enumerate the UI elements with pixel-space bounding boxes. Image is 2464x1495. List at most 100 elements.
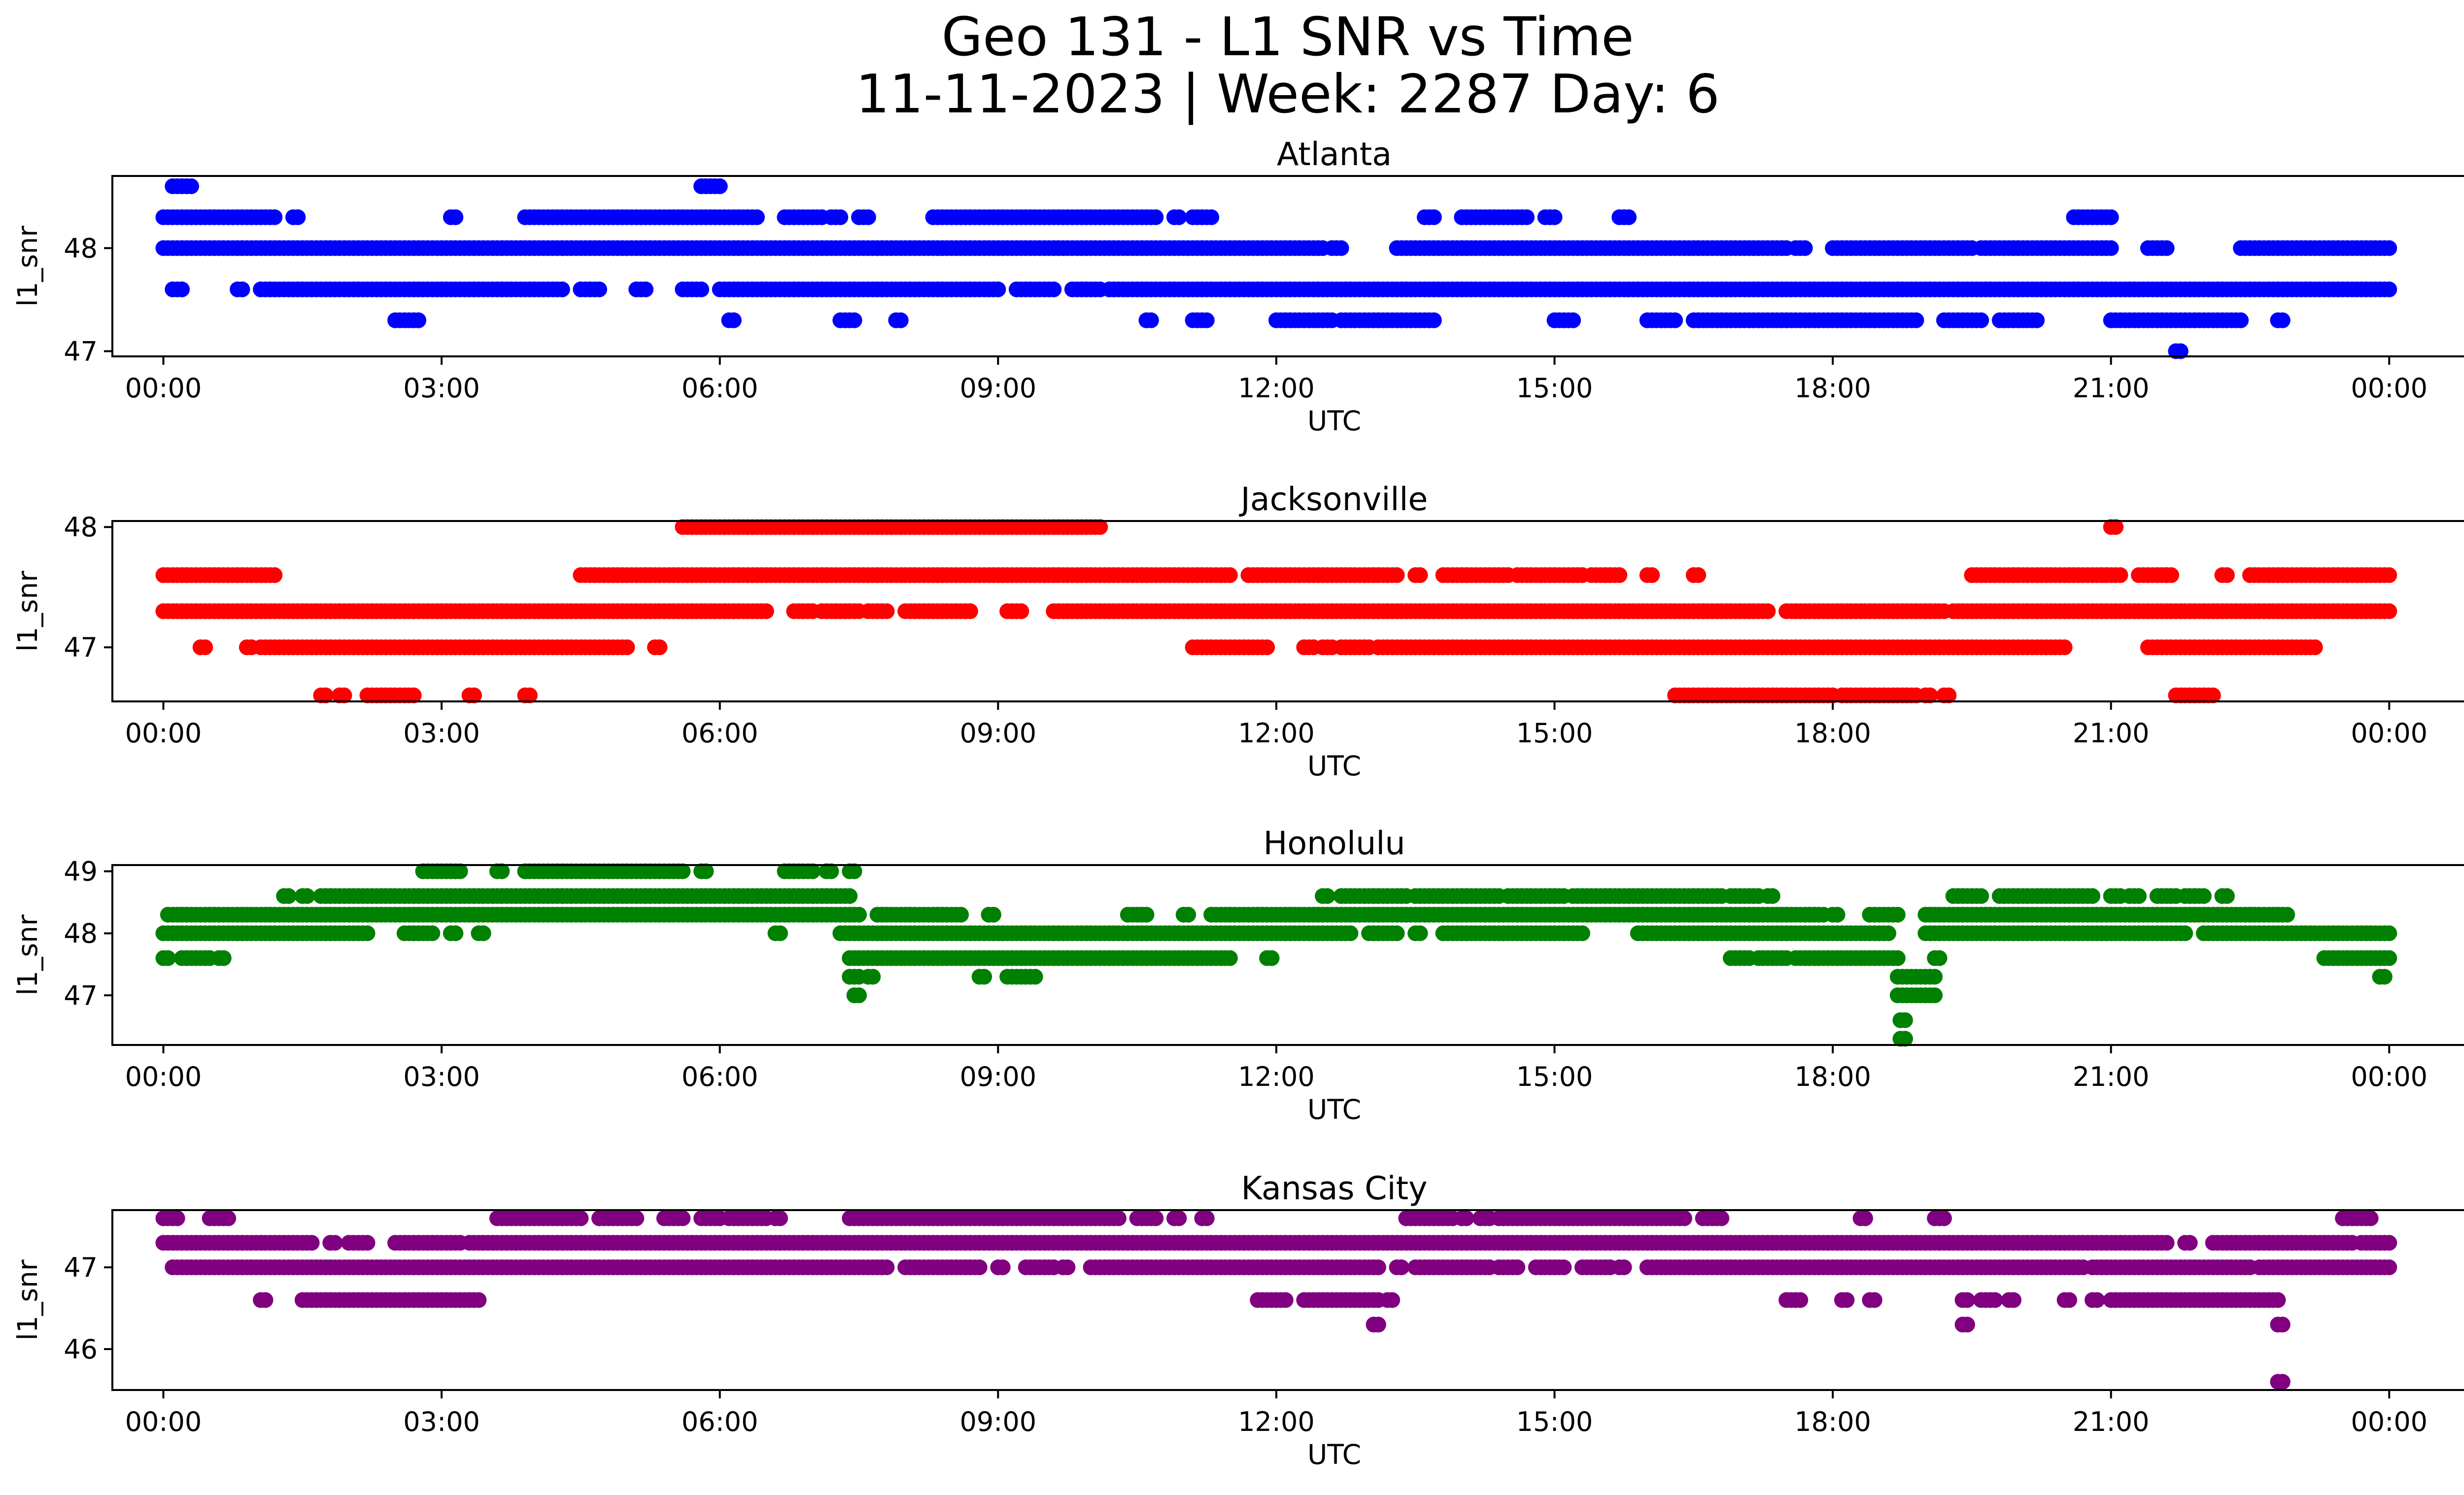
data-point <box>1458 1210 1474 1226</box>
data-point <box>1092 519 1108 535</box>
data-point <box>2172 343 2189 359</box>
x-tick-label: 18:00 <box>1794 718 1871 749</box>
data-point <box>2362 1210 2379 1226</box>
data-point <box>1881 925 1896 941</box>
data-point <box>2103 240 2119 256</box>
data-point <box>2158 240 2175 256</box>
data-point <box>675 863 691 879</box>
data-point <box>1180 906 1197 923</box>
data-point <box>712 178 728 194</box>
data-point <box>1203 209 1220 225</box>
data-point <box>2158 1235 2175 1251</box>
data-point <box>1713 1210 1730 1226</box>
data-point <box>772 1210 788 1226</box>
data-point <box>698 863 714 879</box>
series-honolulu <box>155 863 2397 1047</box>
subplot-title: Honolulu <box>1263 825 1405 862</box>
y-tick-label: 47 <box>64 980 98 1011</box>
data-point <box>1574 925 1590 941</box>
data-point <box>220 1210 237 1226</box>
data-point <box>2219 567 2235 583</box>
data-point <box>2131 888 2147 904</box>
x-tick-label: 12:00 <box>1238 373 1315 404</box>
x-tick-label: 00:00 <box>2351 718 2428 749</box>
data-point <box>1148 209 1164 225</box>
data-point <box>1333 240 1349 256</box>
data-point <box>1110 1210 1127 1226</box>
data-point <box>1690 567 1707 583</box>
data-point <box>359 925 376 941</box>
data-point <box>1027 969 1043 985</box>
data-point <box>1931 950 1948 966</box>
subplot-title: Jacksonville <box>1239 481 1428 518</box>
data-point <box>1370 1259 1386 1276</box>
figure-title-line2: 11-11-2023 | Week: 2287 Day: 6 <box>856 64 1719 125</box>
data-point <box>2233 312 2249 328</box>
data-point <box>2279 906 2295 923</box>
y-tick-label: 48 <box>64 918 98 949</box>
x-tick-label: 00:00 <box>2351 373 2428 404</box>
data-point <box>879 603 895 619</box>
data-point <box>619 639 635 656</box>
x-tick-label: 06:00 <box>682 718 758 749</box>
x-tick-label: 00:00 <box>2351 1061 2428 1092</box>
data-point <box>1171 1210 1187 1226</box>
data-point <box>2177 925 2193 941</box>
data-point <box>280 888 297 904</box>
data-point <box>1148 1210 1164 1226</box>
data-point <box>2103 209 2119 225</box>
data-point <box>471 1292 487 1308</box>
x-tick-label: 12:00 <box>1238 718 1315 749</box>
data-point <box>1857 1210 1873 1226</box>
data-point <box>1013 603 1029 619</box>
data-point <box>860 209 876 225</box>
data-point <box>2381 1259 2397 1276</box>
data-point <box>846 863 862 879</box>
x-tick-label: 09:00 <box>959 718 1036 749</box>
data-point <box>1829 906 1846 923</box>
data-point <box>573 1210 589 1226</box>
data-point <box>1973 888 1989 904</box>
data-point <box>267 567 283 583</box>
data-point <box>494 863 510 879</box>
data-point <box>183 178 199 194</box>
axes-frame <box>111 175 2464 357</box>
data-point <box>865 969 881 985</box>
data-point <box>411 312 427 328</box>
data-point <box>1259 639 1275 656</box>
series-kansas-city <box>155 1210 2397 1390</box>
data-point <box>651 639 668 656</box>
x-tick-label: 21:00 <box>2073 373 2150 404</box>
data-point <box>638 281 654 298</box>
data-point <box>772 925 788 941</box>
data-point <box>2381 603 2397 619</box>
data-point <box>1389 567 1405 583</box>
data-point <box>1897 1012 1913 1028</box>
data-point <box>2163 567 2179 583</box>
data-point <box>267 209 283 225</box>
data-point <box>359 1235 376 1251</box>
data-point <box>406 687 422 703</box>
x-tick-label: 03:00 <box>403 1061 480 1092</box>
data-point <box>554 281 570 298</box>
x-tick-label: 00:00 <box>125 1061 202 1092</box>
data-point <box>846 312 862 328</box>
data-point <box>2381 281 2397 298</box>
data-point <box>1922 687 1938 703</box>
x-tick-label: 15:00 <box>1516 373 1593 404</box>
data-point <box>1941 687 1957 703</box>
y-tick-label: 49 <box>64 856 98 887</box>
data-point <box>749 209 765 225</box>
data-point <box>2381 950 2397 966</box>
y-axis-label: l1_snr <box>12 226 43 307</box>
y-tick-label: 48 <box>64 233 98 264</box>
data-point <box>851 987 867 1004</box>
data-point <box>2381 925 2397 941</box>
series-atlanta <box>155 178 2397 359</box>
data-point <box>2274 312 2291 328</box>
data-point <box>1556 1259 1572 1276</box>
data-point <box>1426 209 1442 225</box>
data-point <box>976 969 992 985</box>
